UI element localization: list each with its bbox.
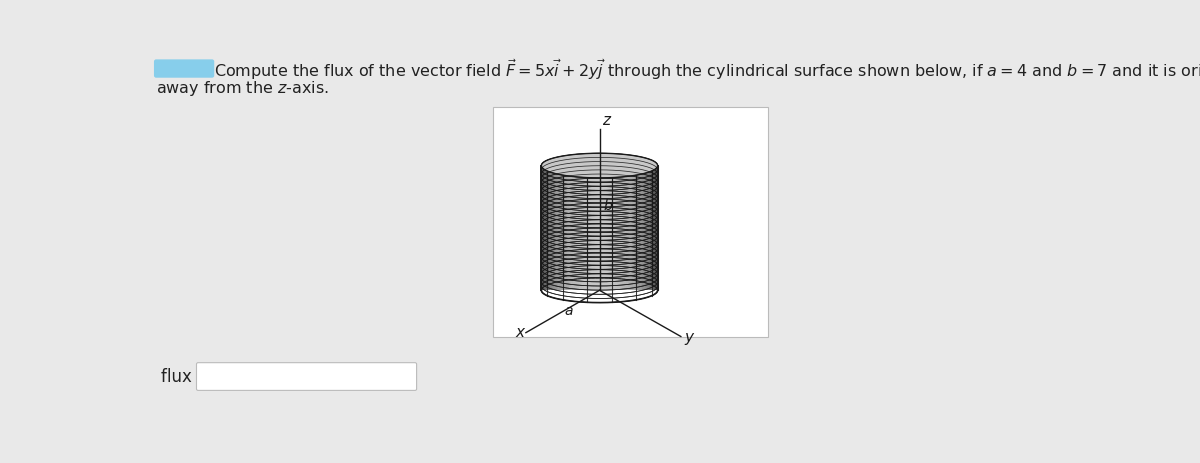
Polygon shape [634,166,636,291]
Polygon shape [564,166,565,291]
FancyBboxPatch shape [155,61,214,78]
Text: Compute the flux of the vector field $\vec{F} = 5x\vec{i} + 2y\vec{j}$ through t: Compute the flux of the vector field $\v… [215,57,1200,81]
Polygon shape [556,166,557,291]
Polygon shape [631,166,634,291]
Polygon shape [613,166,616,291]
Polygon shape [595,166,598,291]
Polygon shape [582,166,583,291]
Polygon shape [641,166,642,291]
Text: $b$: $b$ [602,198,613,213]
Polygon shape [554,166,556,291]
Polygon shape [611,166,613,291]
Polygon shape [575,166,577,291]
Polygon shape [647,166,648,291]
Polygon shape [637,166,638,291]
Polygon shape [586,166,588,291]
Polygon shape [562,166,564,291]
Polygon shape [616,166,618,291]
Text: $a$: $a$ [564,304,574,318]
Polygon shape [601,166,604,291]
Text: flux =: flux = [161,367,211,385]
Polygon shape [552,166,554,291]
Polygon shape [628,166,630,291]
Polygon shape [541,154,658,179]
Polygon shape [608,166,611,291]
Polygon shape [600,166,601,291]
Text: away from the $z$-axis.: away from the $z$-axis. [156,78,329,97]
Polygon shape [580,166,582,291]
Polygon shape [590,166,593,291]
Polygon shape [560,166,562,291]
Text: $y$: $y$ [684,331,696,346]
Polygon shape [630,166,631,291]
Polygon shape [571,166,574,291]
Polygon shape [604,166,606,291]
FancyBboxPatch shape [197,363,416,391]
Polygon shape [558,166,560,291]
Polygon shape [618,166,619,291]
Polygon shape [643,166,646,291]
Polygon shape [646,166,647,291]
Polygon shape [577,166,580,291]
Polygon shape [557,166,558,291]
Polygon shape [648,166,649,291]
Polygon shape [565,166,568,291]
Text: $x$: $x$ [515,324,527,339]
Polygon shape [636,166,637,291]
Polygon shape [638,166,641,291]
Polygon shape [624,166,626,291]
Polygon shape [588,166,590,291]
Polygon shape [606,166,608,291]
Polygon shape [568,166,569,291]
Polygon shape [569,166,571,291]
Text: $z$: $z$ [602,113,612,128]
Polygon shape [622,166,624,291]
Polygon shape [551,166,552,291]
Polygon shape [574,166,575,291]
Polygon shape [626,166,628,291]
FancyBboxPatch shape [493,108,768,337]
Polygon shape [583,166,586,291]
Polygon shape [619,166,622,291]
Polygon shape [642,166,643,291]
Polygon shape [593,166,595,291]
Polygon shape [550,166,551,291]
Polygon shape [598,166,600,291]
